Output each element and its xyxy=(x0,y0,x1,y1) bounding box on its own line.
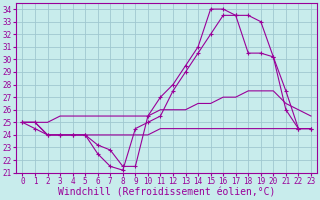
X-axis label: Windchill (Refroidissement éolien,°C): Windchill (Refroidissement éolien,°C) xyxy=(58,187,276,197)
